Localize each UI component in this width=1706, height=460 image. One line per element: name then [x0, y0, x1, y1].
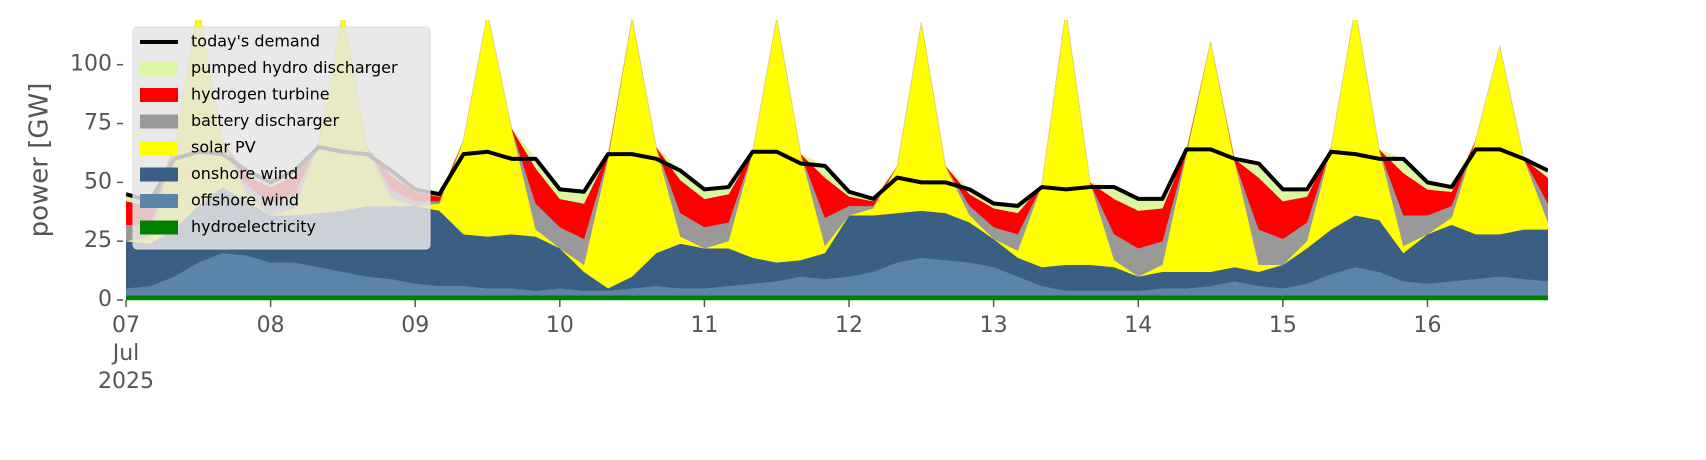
x-tick-label: 09 [401, 313, 430, 338]
y-tick-label: 75 [84, 111, 112, 136]
legend-swatch [140, 167, 178, 182]
legend-label: offshore wind [191, 191, 299, 210]
x-tick-label: 07 Jul 2025 [98, 313, 154, 394]
x-tick-label: 11 [690, 313, 719, 338]
y-tick-label: 50 [84, 169, 112, 194]
legend-label: hydrogen turbine [191, 85, 330, 104]
x-tick-label: 16 [1413, 313, 1442, 338]
legend-label: hydroelectricity [191, 217, 316, 236]
legend-swatch [140, 141, 178, 155]
legend: today's demand pumped hydro discharger hyd… [132, 26, 431, 250]
legend-swatch [140, 114, 178, 129]
y-tick-label: 100 [70, 52, 112, 77]
y-tick-label: 0 [98, 287, 112, 312]
legend-swatch [140, 88, 178, 102]
y-axis-label: power [GW] [25, 83, 55, 238]
x-tick-label: 08 [256, 313, 285, 338]
x-tick-label: 15 [1268, 313, 1297, 338]
plot-area [126, 20, 1548, 301]
x-tick-label: 14 [1124, 313, 1153, 338]
legend-label: solar PV [191, 138, 256, 157]
legend-label: battery discharger [191, 111, 339, 130]
y-tick-label: 25 [84, 228, 112, 253]
x-tick-label: 13 [979, 313, 1008, 338]
legend-box [132, 26, 431, 250]
x-tick-label: 12 [835, 313, 864, 338]
x-tick-label: 10 [545, 313, 574, 338]
legend-swatch [140, 61, 178, 76]
legend-swatch [140, 194, 178, 208]
legend-label: pumped hydro discharger [191, 58, 398, 77]
legend-swatch [140, 220, 178, 235]
area [126, 295, 1548, 301]
legend-label: today's demand [191, 32, 320, 51]
legend-label: onshore wind [191, 164, 298, 183]
